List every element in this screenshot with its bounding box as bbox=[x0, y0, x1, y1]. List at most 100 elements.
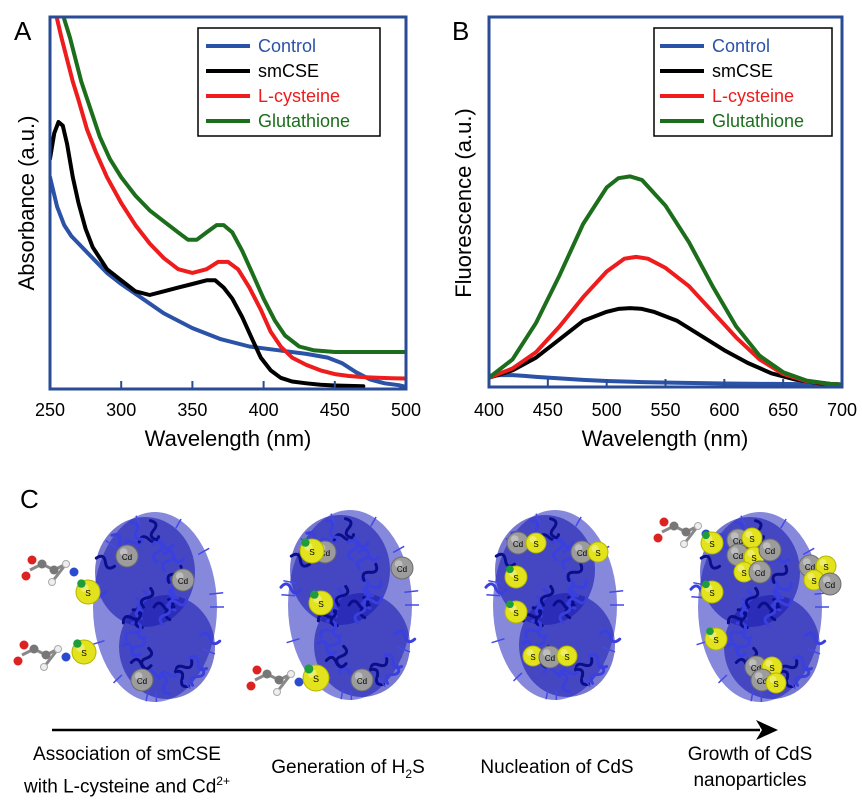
s-atom-hydrogen bbox=[702, 580, 710, 589]
panel-a-x-tick-label: 250 bbox=[35, 400, 65, 420]
svg-text:S: S bbox=[741, 569, 746, 578]
panel-b-legend-label-control: Control bbox=[712, 36, 770, 56]
s-atom: S bbox=[587, 541, 609, 563]
s-atom: S bbox=[815, 555, 837, 577]
s-atom-hydrogen bbox=[304, 664, 314, 674]
svg-text:Cd: Cd bbox=[755, 569, 765, 578]
panel-b-series-glutathione bbox=[489, 174, 842, 387]
panel-a-series-lcysteine bbox=[55, 17, 406, 381]
panel-a-legend-box bbox=[197, 27, 381, 137]
panel-a-series-control bbox=[50, 175, 406, 389]
stage-caption-nucleation: Nucleation of CdS bbox=[480, 757, 634, 778]
panel-a-x-tick-label: 450 bbox=[320, 400, 350, 420]
s-atom: S bbox=[741, 527, 763, 549]
s-atom-hydrogen bbox=[506, 600, 514, 609]
cd-atom: Cd bbox=[506, 531, 530, 555]
panel-b-series-control bbox=[489, 373, 842, 387]
panel-letter-b: B bbox=[452, 16, 469, 46]
l-cysteine-molecule-3 bbox=[246, 665, 304, 696]
panel-a-legend: Control smCSE L-cysteine Glutathione bbox=[197, 27, 381, 137]
protein-structure-1 bbox=[84, 512, 224, 703]
panel-b-fluorescence-chart: 400 450 500 550 600 650 700 Wavelength (nm) Fl… bbox=[451, 15, 857, 451]
svg-text:S: S bbox=[533, 540, 538, 549]
panel-b-x-tick-label: 700 bbox=[827, 400, 857, 420]
svg-text:Cd: Cd bbox=[178, 577, 188, 586]
panel-b-y-axis-title: Fluorescence (a.u.) bbox=[451, 108, 476, 298]
panel-b-legend: Control smCSE L-cysteine Glutathione bbox=[653, 27, 833, 137]
svg-text:S: S bbox=[309, 547, 315, 557]
panel-b-x-tick-label: 450 bbox=[533, 400, 563, 420]
panel-a-absorbance-chart: 250 300 350 400 450 500 Wavelength (nm) Absor… bbox=[14, 15, 421, 451]
panel-b-series-smcse bbox=[489, 306, 842, 387]
l-cysteine-molecule-1 bbox=[21, 555, 79, 586]
panel-a-x-tick-label: 300 bbox=[106, 400, 136, 420]
panel-b-legend-label-glutathione: Glutathione bbox=[712, 111, 804, 131]
panel-b-series-lcysteine bbox=[489, 254, 842, 387]
svg-text:S: S bbox=[709, 540, 714, 549]
s-atom: S bbox=[556, 645, 578, 667]
stage-caption-growth-line2: nanoparticles bbox=[693, 770, 807, 791]
s-atom: S bbox=[765, 672, 787, 694]
cd-atom: Cd bbox=[115, 544, 139, 568]
cd-atom: Cd bbox=[390, 556, 414, 580]
panel-a-legend-label-control: Control bbox=[258, 36, 316, 56]
svg-text:Cd: Cd bbox=[733, 552, 743, 561]
svg-text:Cd: Cd bbox=[137, 677, 147, 686]
s-atom-hydrogen bbox=[310, 590, 319, 599]
panel-a-legend-label-smcse: smCSE bbox=[258, 61, 319, 81]
svg-text:S: S bbox=[769, 664, 774, 673]
panel-b-x-tick-label: 600 bbox=[709, 400, 739, 420]
svg-text:S: S bbox=[811, 577, 816, 586]
s-atom-hydrogen bbox=[506, 565, 514, 574]
protein-structure-2 bbox=[279, 510, 419, 701]
s-atom: S bbox=[525, 532, 547, 554]
svg-text:S: S bbox=[823, 563, 828, 572]
panel-a-x-tick-label: 400 bbox=[249, 400, 279, 420]
svg-text:Cd: Cd bbox=[765, 547, 775, 556]
svg-text:S: S bbox=[749, 535, 754, 544]
svg-text:S: S bbox=[595, 549, 600, 558]
s-atom-hydrogen bbox=[77, 579, 86, 588]
svg-text:S: S bbox=[85, 588, 91, 598]
s-atom-hydrogen bbox=[702, 531, 710, 540]
panel-b-x-tick-label: 400 bbox=[474, 400, 504, 420]
stage-caption-association: Association of smCSE with L-cysteine and… bbox=[2, 742, 252, 800]
cd-atom: Cd bbox=[748, 560, 772, 584]
cd-atom: Cd bbox=[726, 543, 750, 567]
panel-letter-a: A bbox=[14, 16, 32, 46]
panel-a-series-glutathione bbox=[62, 17, 406, 354]
svg-text:Cd: Cd bbox=[320, 549, 330, 558]
panel-a-x-tick-label: 500 bbox=[391, 400, 421, 420]
cd-atom: Cd bbox=[758, 538, 782, 562]
cd-atom: Cd bbox=[171, 568, 195, 592]
svg-text:Cd: Cd bbox=[513, 540, 523, 549]
svg-text:S: S bbox=[81, 648, 87, 658]
l-cysteine-molecule-2 bbox=[13, 640, 71, 671]
s-atom-hydrogen bbox=[301, 538, 310, 547]
svg-text:S: S bbox=[513, 574, 518, 583]
panel-a-frame bbox=[48, 15, 408, 391]
svg-text:Cd: Cd bbox=[805, 563, 815, 572]
svg-text:S: S bbox=[564, 653, 569, 662]
panel-b-legend-label-smcse: smCSE bbox=[712, 61, 773, 81]
svg-text:S: S bbox=[773, 680, 778, 689]
s-atom-hydrogen bbox=[706, 627, 714, 636]
svg-text:Cd: Cd bbox=[751, 664, 761, 673]
svg-text:S: S bbox=[530, 653, 535, 662]
svg-text:Cd: Cd bbox=[757, 677, 767, 686]
svg-text:S: S bbox=[513, 609, 518, 618]
panel-a-series-smcse bbox=[50, 120, 366, 389]
panel-a-legend-label-lcysteine: L-cysteine bbox=[258, 86, 340, 106]
s-atom: S bbox=[522, 645, 544, 667]
svg-text:S: S bbox=[313, 674, 319, 684]
svg-text:S: S bbox=[751, 554, 756, 563]
stage-caption-association-line2: with L-cysteine and Cd2+ bbox=[24, 774, 230, 798]
stage-caption-association-line1: Association of smCSE bbox=[33, 744, 221, 765]
s-atom-hydrogen bbox=[73, 639, 82, 648]
panel-a-x-axis-title: Wavelength (nm) bbox=[145, 426, 312, 451]
stage-caption-growth-line1: Growth of CdS bbox=[687, 744, 813, 765]
stage-caption-growth: Growth of CdS nanoparticles bbox=[660, 742, 840, 794]
svg-text:Cd: Cd bbox=[357, 677, 367, 686]
panel-a-x-tick-label: 350 bbox=[177, 400, 207, 420]
